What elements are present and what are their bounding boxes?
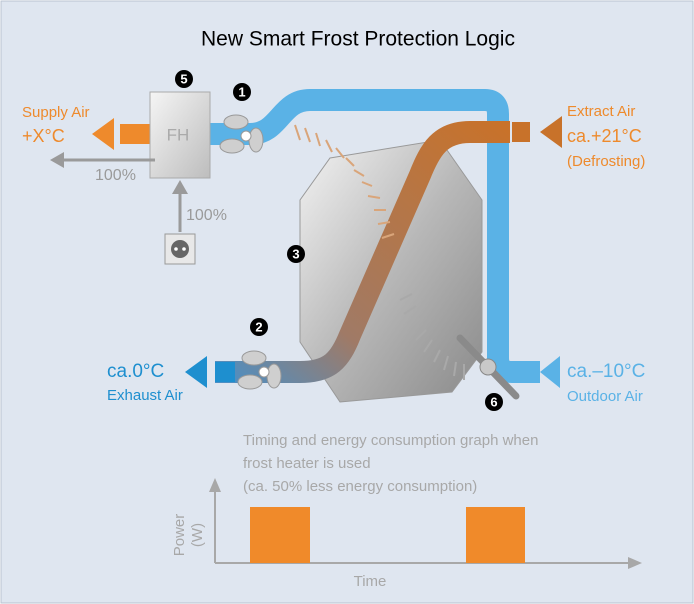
x-label: Time bbox=[354, 573, 387, 590]
supply-fan bbox=[219, 114, 264, 154]
marker: 2 bbox=[250, 318, 268, 336]
supply-duct-end bbox=[120, 124, 152, 144]
svg-text:2: 2 bbox=[255, 319, 262, 334]
marker: 1 bbox=[233, 83, 251, 101]
extract-temp: ca.+21°C bbox=[567, 126, 642, 146]
caption: (ca. 50% less energy consumption) bbox=[243, 478, 477, 495]
socket-face bbox=[171, 240, 189, 258]
flow-arrowhead bbox=[50, 152, 64, 168]
duct-end bbox=[215, 362, 235, 382]
exhaust-label: Exhaust Air bbox=[107, 387, 183, 404]
svg-text:3: 3 bbox=[292, 246, 299, 261]
exhaust-fan bbox=[237, 350, 282, 390]
caption: frost heater is used bbox=[243, 455, 371, 472]
caption: Timing and energy consumption graph when bbox=[243, 432, 538, 449]
outdoor-arrow bbox=[540, 356, 560, 388]
damper-hub bbox=[479, 358, 497, 376]
power-arrowhead bbox=[172, 180, 188, 194]
outdoor-label: Outdoor Air bbox=[567, 388, 643, 405]
supply-label: Supply Air bbox=[22, 104, 90, 121]
extract-note: (Defrosting) bbox=[567, 153, 645, 170]
y-arrowhead bbox=[209, 478, 221, 492]
marker: 3 bbox=[287, 245, 305, 263]
heater-label: FH bbox=[167, 125, 190, 144]
title: New Smart Frost Protection Logic bbox=[201, 28, 515, 51]
power-pulse bbox=[250, 507, 310, 563]
supply-duct bbox=[200, 89, 540, 383]
svg-text:6: 6 bbox=[490, 394, 497, 409]
outdoor-temp: ca.–10°C bbox=[567, 361, 645, 382]
supply-flow: 100% bbox=[95, 167, 136, 184]
marker: 6 bbox=[485, 393, 503, 411]
exhaust-arrow bbox=[185, 356, 207, 388]
marker: 5 bbox=[175, 70, 193, 88]
svg-text:5: 5 bbox=[180, 71, 187, 86]
duct-end bbox=[512, 122, 530, 142]
svg-text:1: 1 bbox=[238, 84, 245, 99]
y-label: (W) bbox=[189, 523, 206, 547]
heater-power: 100% bbox=[186, 207, 227, 224]
x-arrowhead bbox=[628, 557, 642, 569]
extract-label: Extract Air bbox=[567, 103, 635, 120]
frost-heater bbox=[149, 91, 211, 179]
supply-arrow bbox=[92, 118, 114, 150]
y-label: Power bbox=[171, 514, 188, 557]
extract-arrow bbox=[540, 116, 562, 148]
supply-temp: +X°C bbox=[22, 126, 65, 146]
power-pulse bbox=[466, 507, 525, 563]
extract-duct bbox=[215, 121, 510, 383]
exhaust-temp: ca.0°C bbox=[107, 361, 164, 382]
